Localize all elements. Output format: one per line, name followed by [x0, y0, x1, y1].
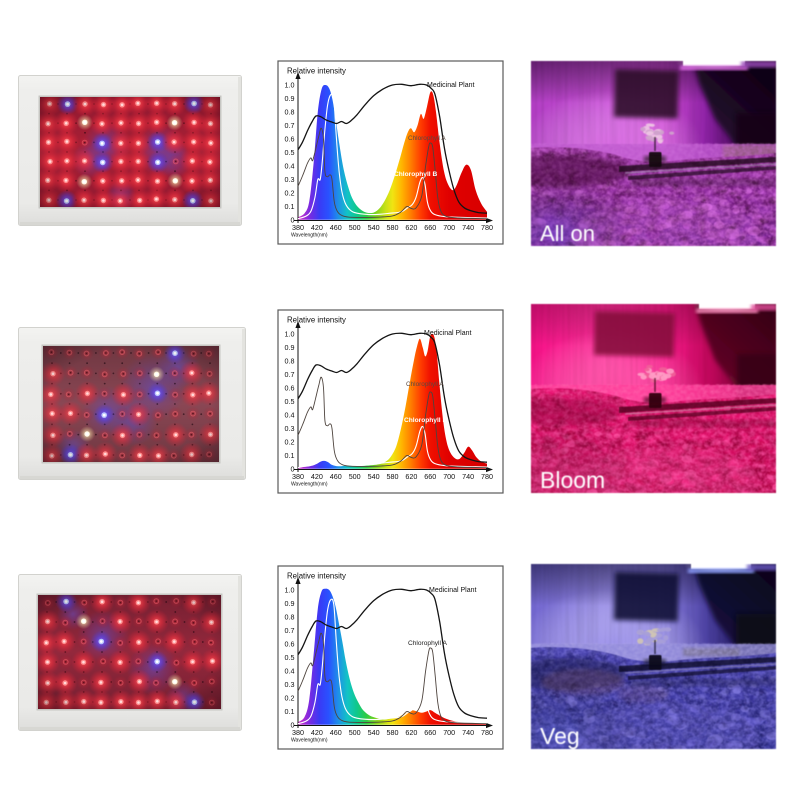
svg-text:0.6: 0.6 [285, 135, 295, 144]
svg-text:0.2: 0.2 [285, 189, 295, 198]
svg-text:1.0: 1.0 [285, 81, 295, 90]
svg-text:620: 620 [405, 728, 417, 737]
svg-text:540: 540 [368, 472, 380, 481]
svg-text:0.1: 0.1 [285, 707, 295, 716]
svg-text:Medicinal Plant: Medicinal Plant [429, 587, 477, 594]
svg-text:Chlorophyll A: Chlorophyll A [406, 381, 444, 388]
svg-text:0.5: 0.5 [285, 397, 295, 406]
svg-text:0.3: 0.3 [285, 424, 295, 433]
svg-text:660: 660 [424, 223, 436, 232]
svg-text:580: 580 [387, 223, 399, 232]
svg-text:0: 0 [291, 721, 295, 730]
svg-text:0.1: 0.1 [285, 451, 295, 460]
svg-text:380: 380 [292, 472, 304, 481]
svg-text:0.4: 0.4 [285, 411, 295, 420]
svg-text:0.1: 0.1 [285, 202, 295, 211]
svg-text:0.2: 0.2 [285, 694, 295, 703]
svg-text:0.4: 0.4 [285, 667, 295, 676]
svg-text:780: 780 [481, 728, 493, 737]
svg-text:740: 740 [462, 472, 474, 481]
svg-text:0.9: 0.9 [285, 343, 295, 352]
svg-text:Chlorophyll B: Chlorophyll B [404, 417, 447, 424]
svg-text:Wavelength(nm): Wavelength(nm) [291, 233, 328, 239]
svg-text:0.7: 0.7 [285, 370, 295, 379]
svg-text:460: 460 [330, 728, 342, 737]
svg-text:740: 740 [462, 728, 474, 737]
svg-text:460: 460 [330, 223, 342, 232]
svg-text:660: 660 [424, 728, 436, 737]
svg-text:Relative intensity: Relative intensity [287, 316, 346, 325]
svg-text:0.3: 0.3 [285, 175, 295, 184]
svg-text:620: 620 [405, 472, 417, 481]
svg-text:580: 580 [387, 472, 399, 481]
svg-text:Bloom: Bloom [540, 467, 605, 493]
svg-text:1.0: 1.0 [285, 586, 295, 595]
svg-text:420: 420 [311, 472, 323, 481]
svg-text:0.8: 0.8 [285, 613, 295, 622]
svg-text:0.8: 0.8 [285, 108, 295, 117]
svg-text:0.7: 0.7 [285, 626, 295, 635]
svg-text:Medicinal Plant: Medicinal Plant [424, 330, 472, 337]
svg-text:Relative intensity: Relative intensity [287, 67, 346, 76]
svg-text:Medicinal Plant: Medicinal Plant [427, 82, 475, 89]
svg-text:0.9: 0.9 [285, 599, 295, 608]
svg-text:660: 660 [424, 472, 436, 481]
svg-text:Chlorophyll B: Chlorophyll B [394, 171, 437, 178]
svg-text:460: 460 [330, 472, 342, 481]
svg-text:380: 380 [292, 223, 304, 232]
svg-text:700: 700 [443, 223, 455, 232]
svg-text:0.9: 0.9 [285, 94, 295, 103]
svg-text:700: 700 [443, 472, 455, 481]
svg-text:Wavelength(nm): Wavelength(nm) [291, 738, 328, 744]
svg-text:580: 580 [387, 728, 399, 737]
svg-text:0.7: 0.7 [285, 121, 295, 130]
svg-text:0.5: 0.5 [285, 148, 295, 157]
svg-text:0: 0 [291, 465, 295, 474]
svg-text:Chlorophyll A: Chlorophyll A [408, 135, 446, 142]
svg-text:700: 700 [443, 728, 455, 737]
svg-text:0.6: 0.6 [285, 640, 295, 649]
svg-text:500: 500 [349, 472, 361, 481]
svg-text:All on: All on [540, 221, 595, 246]
svg-text:500: 500 [349, 728, 361, 737]
svg-text:780: 780 [481, 472, 493, 481]
svg-text:780: 780 [481, 223, 493, 232]
svg-text:0.8: 0.8 [285, 357, 295, 366]
svg-text:0.4: 0.4 [285, 162, 295, 171]
svg-text:500: 500 [349, 223, 361, 232]
svg-text:0.6: 0.6 [285, 384, 295, 393]
svg-text:Wavelength(nm): Wavelength(nm) [291, 482, 328, 488]
svg-text:740: 740 [462, 223, 474, 232]
svg-text:540: 540 [368, 728, 380, 737]
svg-text:0.5: 0.5 [285, 653, 295, 662]
svg-text:420: 420 [311, 223, 323, 232]
svg-text:380: 380 [292, 728, 304, 737]
svg-text:420: 420 [311, 728, 323, 737]
svg-text:540: 540 [368, 223, 380, 232]
svg-text:0.2: 0.2 [285, 438, 295, 447]
svg-text:Relative intensity: Relative intensity [287, 572, 346, 581]
svg-text:Veg: Veg [540, 723, 580, 749]
svg-text:1.0: 1.0 [285, 330, 295, 339]
svg-text:620: 620 [405, 223, 417, 232]
svg-text:0: 0 [291, 216, 295, 225]
svg-text:0.3: 0.3 [285, 680, 295, 689]
svg-text:Chlorophyll A: Chlorophyll A [408, 640, 447, 647]
